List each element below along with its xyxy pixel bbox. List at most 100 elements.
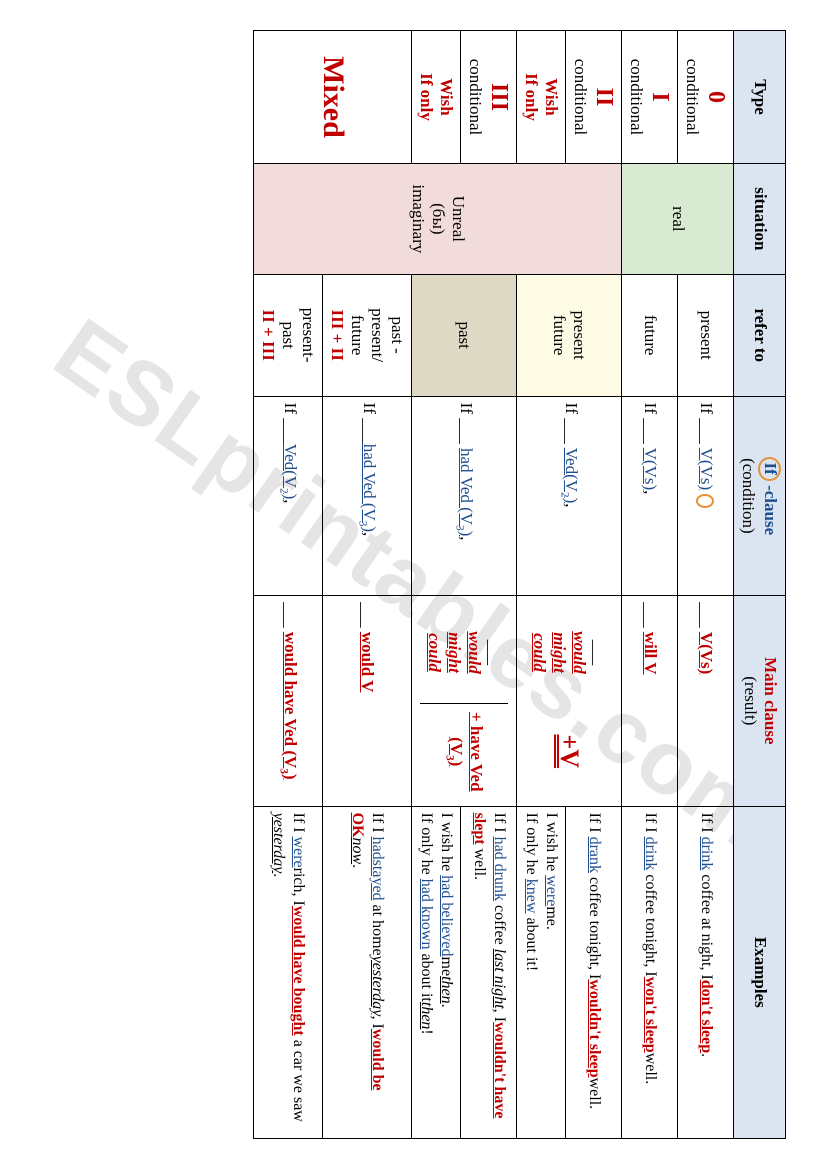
type-3-label: conditional — [465, 37, 485, 157]
main-2: ___ would might could +V — [517, 596, 622, 807]
situation-unreal: Unreal (бы) imaginary — [254, 163, 622, 274]
type-mixed: Mixed — [254, 31, 412, 164]
main-1: ___ will V — [622, 596, 678, 807]
ex-t: were — [543, 875, 560, 906]
ex-t: coffee at night, I — [698, 870, 715, 979]
t: would have Ved (V — [281, 632, 300, 769]
main-m2: ___ would have Ved (V3) — [254, 596, 323, 807]
if-clause-text: -clause — [761, 481, 780, 535]
m3-might: might — [445, 632, 464, 673]
t: ) — [562, 498, 581, 504]
wish3-l2: If only — [416, 37, 436, 157]
ex-t: coffee — [491, 901, 508, 949]
ex-t: coffee tonight, I — [642, 870, 659, 976]
if-circled: If — [758, 457, 781, 481]
m3-could: could — [425, 633, 444, 672]
ex-t: drink — [698, 837, 715, 871]
ex-3: If I had drunk coffee last night, Iwould… — [461, 806, 517, 1138]
main-m1: ___ would V — [323, 596, 412, 807]
if-text: If ___ — [457, 403, 476, 444]
if-2-verb: Ved(V2) — [562, 448, 581, 504]
ex-t: . — [349, 864, 366, 868]
ex-t: a car we saw — [290, 1036, 307, 1122]
m3-would: would — [465, 631, 484, 674]
main-sub: (result) — [741, 676, 760, 725]
ex-t: coffee tonight, I — [586, 873, 603, 979]
type-3: III conditional — [461, 31, 517, 164]
refer-past: past — [412, 274, 517, 396]
ex-t: won't sleep — [642, 977, 659, 1053]
main-1-verb: will V — [641, 632, 660, 675]
ex-t: then — [418, 1002, 435, 1030]
main-m2-verb: would have Ved (V3) — [281, 632, 300, 780]
hdr-type: Type — [734, 31, 786, 164]
if-text: If ___ — [641, 403, 660, 444]
ex-t: last night, — [491, 949, 508, 1013]
m1-l1: past - — [387, 281, 407, 390]
ex-t: I wish he — [543, 813, 560, 876]
ex-t: then — [438, 976, 455, 1004]
main-3: ___ would might could + have Ved (V3) — [412, 596, 517, 807]
ex-m1: If I hadstayed at homeyesterday, Iwould … — [323, 806, 412, 1138]
ex-t: now — [349, 837, 366, 864]
ex-t: yesterday — [270, 813, 287, 874]
situation-real: real — [622, 163, 734, 274]
ex-t: well. — [642, 1053, 659, 1085]
pf-l2: future — [549, 281, 569, 390]
wish3-l1: Wish — [436, 37, 456, 157]
refer-pres-fut: present future — [517, 274, 622, 396]
ex-t: I wish he — [438, 813, 455, 876]
hdr-main: Main clause (result) — [734, 596, 786, 807]
ex-0: If I drink coffee at night, Idon't sleep… — [678, 806, 734, 1138]
ex-t: at home — [369, 901, 386, 956]
unreal-l2: (бы) — [428, 170, 448, 268]
m3-v3: (V3) — [447, 737, 466, 766]
refer-future: future — [622, 274, 678, 396]
if-m1: If ___had Ved (V3), — [323, 396, 412, 595]
ex-t: well. — [586, 1078, 603, 1110]
ex-t: . — [270, 873, 287, 877]
m2-plusv: +V — [555, 734, 584, 768]
ex-t: about it! — [523, 913, 540, 971]
ex-t: rich, I — [290, 868, 307, 906]
ex-t: hadstayed — [369, 837, 386, 901]
mixed-label: Mixed — [317, 56, 350, 138]
main-0-blank: ___ — [697, 602, 716, 628]
comma-circle-icon — [696, 494, 714, 508]
unreal-l1: Unreal — [448, 170, 468, 268]
wish2-l1: Wish — [541, 37, 561, 157]
if-1-verb: V(Vs) — [641, 448, 660, 491]
ex-1: If I drink coffee tonight, Iwon't sleepw… — [622, 806, 678, 1138]
refer-mixed1: past - present/ future III + II — [323, 274, 412, 396]
m2-might: might — [550, 632, 569, 673]
ex-t: wouldn't sleep — [586, 979, 603, 1077]
if-0-verb: V(Vs) — [697, 448, 716, 491]
ex-t: If only he — [418, 813, 435, 879]
main-clause-text: Main clause — [761, 657, 780, 744]
ex-2: If I drank coffee tonight, Iwouldn't sle… — [566, 806, 622, 1138]
if-m2: If ___Ved(V2), — [254, 396, 323, 595]
ex-2-wish: I wish he wereme. If only he knew about … — [517, 806, 566, 1138]
main-0: ___ V(Vs) — [678, 596, 734, 807]
ex-t: would have bought — [290, 906, 307, 1036]
ex-t: had drunk — [491, 837, 508, 901]
m1-l3: future — [347, 281, 367, 390]
ex-t: If I — [369, 813, 386, 837]
if-0: If ___ V(Vs) — [678, 396, 734, 595]
ex-t: drank — [586, 837, 603, 873]
ex-t: If I — [642, 813, 659, 837]
type-2-num: II — [591, 88, 617, 107]
type-1-num: I — [647, 92, 673, 101]
if-m1-verb: had Ved (V3) — [360, 444, 379, 532]
if-m2-verb: Ved(V2) — [281, 444, 300, 500]
if-2: If ___ Ved(V2), — [517, 396, 622, 595]
main-1-blank: ___ — [641, 602, 660, 628]
type-0-num: 0 — [703, 91, 729, 103]
m2-tag: II + III — [258, 281, 278, 390]
if-sub: (condition) — [739, 458, 758, 534]
m1-l2: present/ — [367, 281, 387, 390]
ex-t: don't sleep — [698, 980, 715, 1053]
conditionals-table: Type situation refer to If -clause (cond… — [253, 30, 786, 1139]
m1-tag: III + II — [327, 281, 347, 390]
if-3-verb: had Ved (V3) — [457, 448, 476, 536]
